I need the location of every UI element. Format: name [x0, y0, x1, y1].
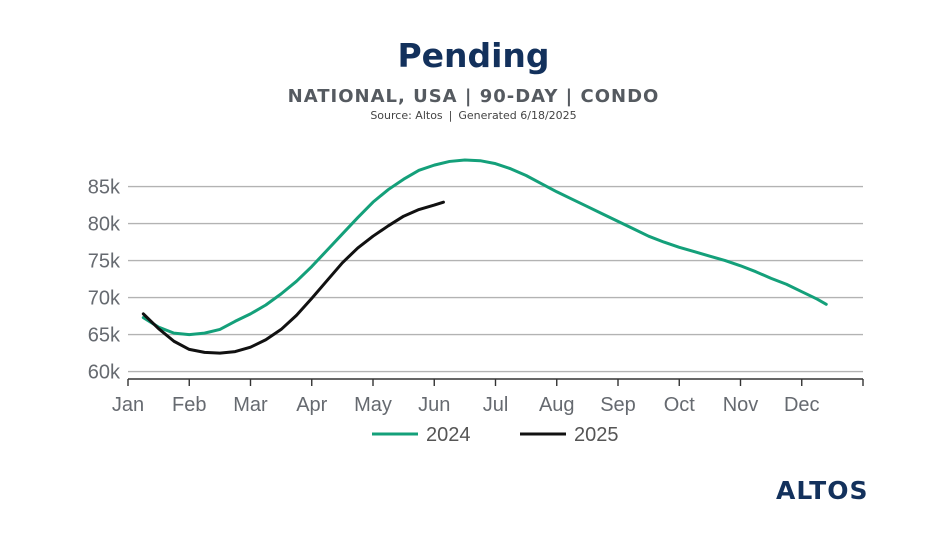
x-tick-label: Feb: [172, 394, 206, 416]
source-separator: |: [448, 109, 453, 122]
legend-label: 2024: [426, 424, 471, 446]
y-tick-label: 60k: [88, 362, 121, 384]
series-line-2025: [141, 200, 445, 355]
x-tick-label: Sep: [600, 394, 636, 416]
y-tick-label: 65k: [88, 325, 121, 347]
x-tick-label: Apr: [296, 394, 327, 416]
y-tick-label: 75k: [88, 251, 121, 273]
x-tick-label: Aug: [539, 394, 575, 416]
legend-label: 2025: [574, 424, 619, 446]
generated-text: Generated 6/18/2025: [458, 109, 577, 122]
y-tick-label: 70k: [88, 288, 121, 310]
series-line-2024: [141, 158, 828, 337]
altos-logo: ALTOS: [776, 476, 869, 505]
y-tick-label: 80k: [88, 214, 121, 236]
source-text: Source: Altos: [370, 109, 443, 122]
x-tick-label: May: [354, 394, 392, 416]
x-tick-label: Mar: [233, 394, 268, 416]
x-tick-label: Nov: [723, 394, 759, 416]
legend-item-2024: 2024: [372, 424, 471, 446]
x-tick-label: Jul: [483, 394, 509, 416]
y-tick-label: 85k: [88, 177, 121, 199]
chart-title: Pending: [397, 36, 550, 75]
x-tick-label: Jun: [418, 394, 450, 416]
x-tick-label: Jan: [112, 394, 144, 416]
legend-item-2025: 2025: [520, 424, 619, 446]
chart-subtitle: NATIONAL, USA | 90-DAY | CONDO: [287, 86, 660, 107]
chart-source-line: Source: Altos | Generated 6/18/2025: [0, 109, 947, 122]
x-tick-label: Oct: [664, 394, 696, 416]
x-tick-label: Dec: [784, 394, 820, 416]
